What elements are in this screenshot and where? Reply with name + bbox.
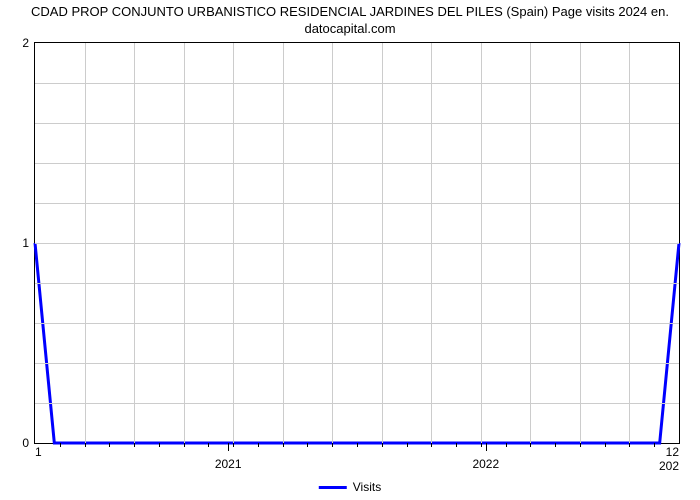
x-tick-label: 2021 (215, 457, 242, 471)
grid-line-v (134, 43, 135, 443)
x-tick-minor (481, 443, 482, 447)
x-tick-major (228, 443, 229, 451)
x-tick-minor (85, 443, 86, 447)
x-tick-minor (456, 443, 457, 447)
x-tick-minor (555, 443, 556, 447)
grid-line-v (332, 43, 333, 443)
grid-line-h (35, 203, 679, 204)
x-tick-minor (283, 443, 284, 447)
y-tick-label: 1 (22, 236, 29, 250)
x-tick-minor (258, 443, 259, 447)
grid-line-h (35, 123, 679, 124)
y-tick-label: 0 (22, 436, 29, 450)
grid-line-v (530, 43, 531, 443)
chart-container: 01220212022112202 (34, 42, 680, 444)
grid-line-h (35, 403, 679, 404)
legend-label: Visits (353, 480, 381, 494)
grid-line-v (85, 43, 86, 443)
x-right-label: 12202 (659, 445, 679, 473)
grid-line-v (184, 43, 185, 443)
chart-title-line2: datocapital.com (304, 21, 395, 36)
x-tick-minor (530, 443, 531, 447)
x-tick-minor (431, 443, 432, 447)
x-tick-minor (60, 443, 61, 447)
x-tick-minor (109, 443, 110, 447)
x-tick-minor (159, 443, 160, 447)
plot-area: 01220212022112202 (34, 42, 680, 444)
x-tick-minor (307, 443, 308, 447)
grid-line-h (35, 243, 679, 244)
x-tick-minor (357, 443, 358, 447)
x-tick-minor (134, 443, 135, 447)
legend-swatch (319, 486, 347, 489)
grid-line-v (580, 43, 581, 443)
x-tick-minor (654, 443, 655, 447)
grid-line-h (35, 283, 679, 284)
chart-title-line1: CDAD PROP CONJUNTO URBANISTICO RESIDENCI… (31, 4, 669, 19)
grid-line-v (431, 43, 432, 443)
grid-line-h (35, 83, 679, 84)
x-tick-minor (580, 443, 581, 447)
x-tick-minor (233, 443, 234, 447)
x-left-label: 1 (35, 445, 42, 459)
x-tick-minor (208, 443, 209, 447)
y-tick-label: 2 (22, 36, 29, 50)
grid-line-h (35, 323, 679, 324)
x-tick-minor (332, 443, 333, 447)
x-tick-minor (605, 443, 606, 447)
grid-line-v (233, 43, 234, 443)
x-tick-label: 2022 (472, 457, 499, 471)
series-polyline (35, 243, 679, 443)
x-tick-minor (382, 443, 383, 447)
x-tick-major (486, 443, 487, 451)
x-tick-minor (184, 443, 185, 447)
legend: Visits (319, 480, 381, 494)
x-tick-minor (506, 443, 507, 447)
grid-line-v (629, 43, 630, 443)
grid-line-v (283, 43, 284, 443)
grid-line-v (382, 43, 383, 443)
x-tick-minor (407, 443, 408, 447)
grid-line-h (35, 163, 679, 164)
x-tick-minor (629, 443, 630, 447)
grid-line-v (481, 43, 482, 443)
grid-line-h (35, 363, 679, 364)
